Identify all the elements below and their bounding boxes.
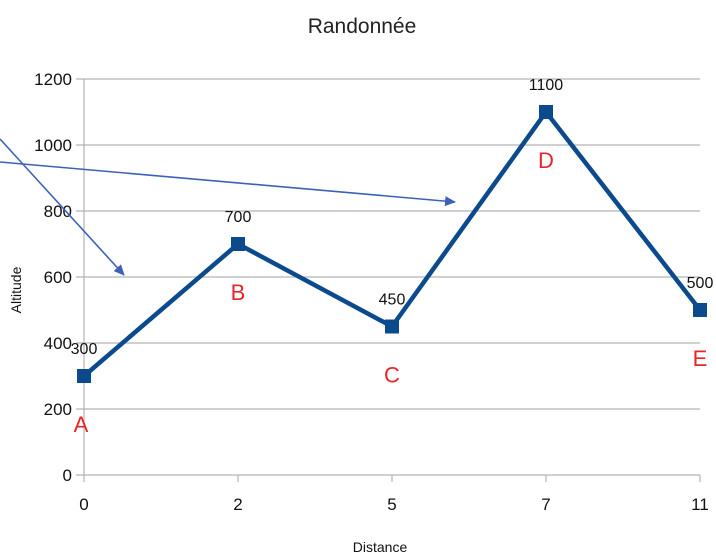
y-axis-ticks: 0 200 400 600 800 1000 1200 xyxy=(34,70,72,485)
data-label: 300 xyxy=(71,341,98,358)
x-tick-label: 0 xyxy=(79,495,88,514)
data-label: 500 xyxy=(687,275,714,292)
series-line xyxy=(82,108,702,378)
point-letters: A B C D E xyxy=(74,148,708,437)
y-tick-label: 1000 xyxy=(34,136,72,155)
y-tick-label: 400 xyxy=(44,334,72,353)
point-letter: D xyxy=(538,148,554,173)
point-letter: A xyxy=(74,412,89,437)
data-label: 700 xyxy=(225,209,252,226)
x-tick-label: 7 xyxy=(541,495,550,514)
data-point-marker xyxy=(77,369,91,383)
data-point-marker xyxy=(693,303,707,317)
x-tick-label: 5 xyxy=(387,495,396,514)
y-tick-label: 200 xyxy=(44,400,72,419)
x-axis-ticks: 0 2 5 7 11 xyxy=(79,475,709,514)
chart-title: Randonnée xyxy=(308,15,417,38)
point-letter: C xyxy=(384,363,400,388)
y-tick-label: 1200 xyxy=(34,70,72,89)
data-point-marker xyxy=(539,105,553,119)
data-labels: 300 700 450 1100 500 xyxy=(71,77,714,358)
data-label: 450 xyxy=(379,292,406,309)
point-letter: B xyxy=(231,280,246,305)
y-tick-label: 800 xyxy=(44,202,72,221)
data-point-marker xyxy=(231,237,245,251)
x-axis-label: Distance xyxy=(353,539,408,555)
data-point-marker xyxy=(385,319,399,334)
annotation-arrow-climb xyxy=(0,161,456,207)
y-tick-label: 600 xyxy=(44,268,72,287)
y-tick-label: 0 xyxy=(63,466,72,485)
gridlines xyxy=(76,78,700,476)
point-letter: E xyxy=(693,346,708,371)
series-altitude xyxy=(77,105,707,383)
x-tick-label: 2 xyxy=(233,495,242,514)
annotation-arrow-ascent xyxy=(0,138,125,276)
x-tick-label: 11 xyxy=(691,495,709,514)
y-axis-label: Altitude xyxy=(8,266,24,313)
data-label: 1100 xyxy=(529,77,564,94)
